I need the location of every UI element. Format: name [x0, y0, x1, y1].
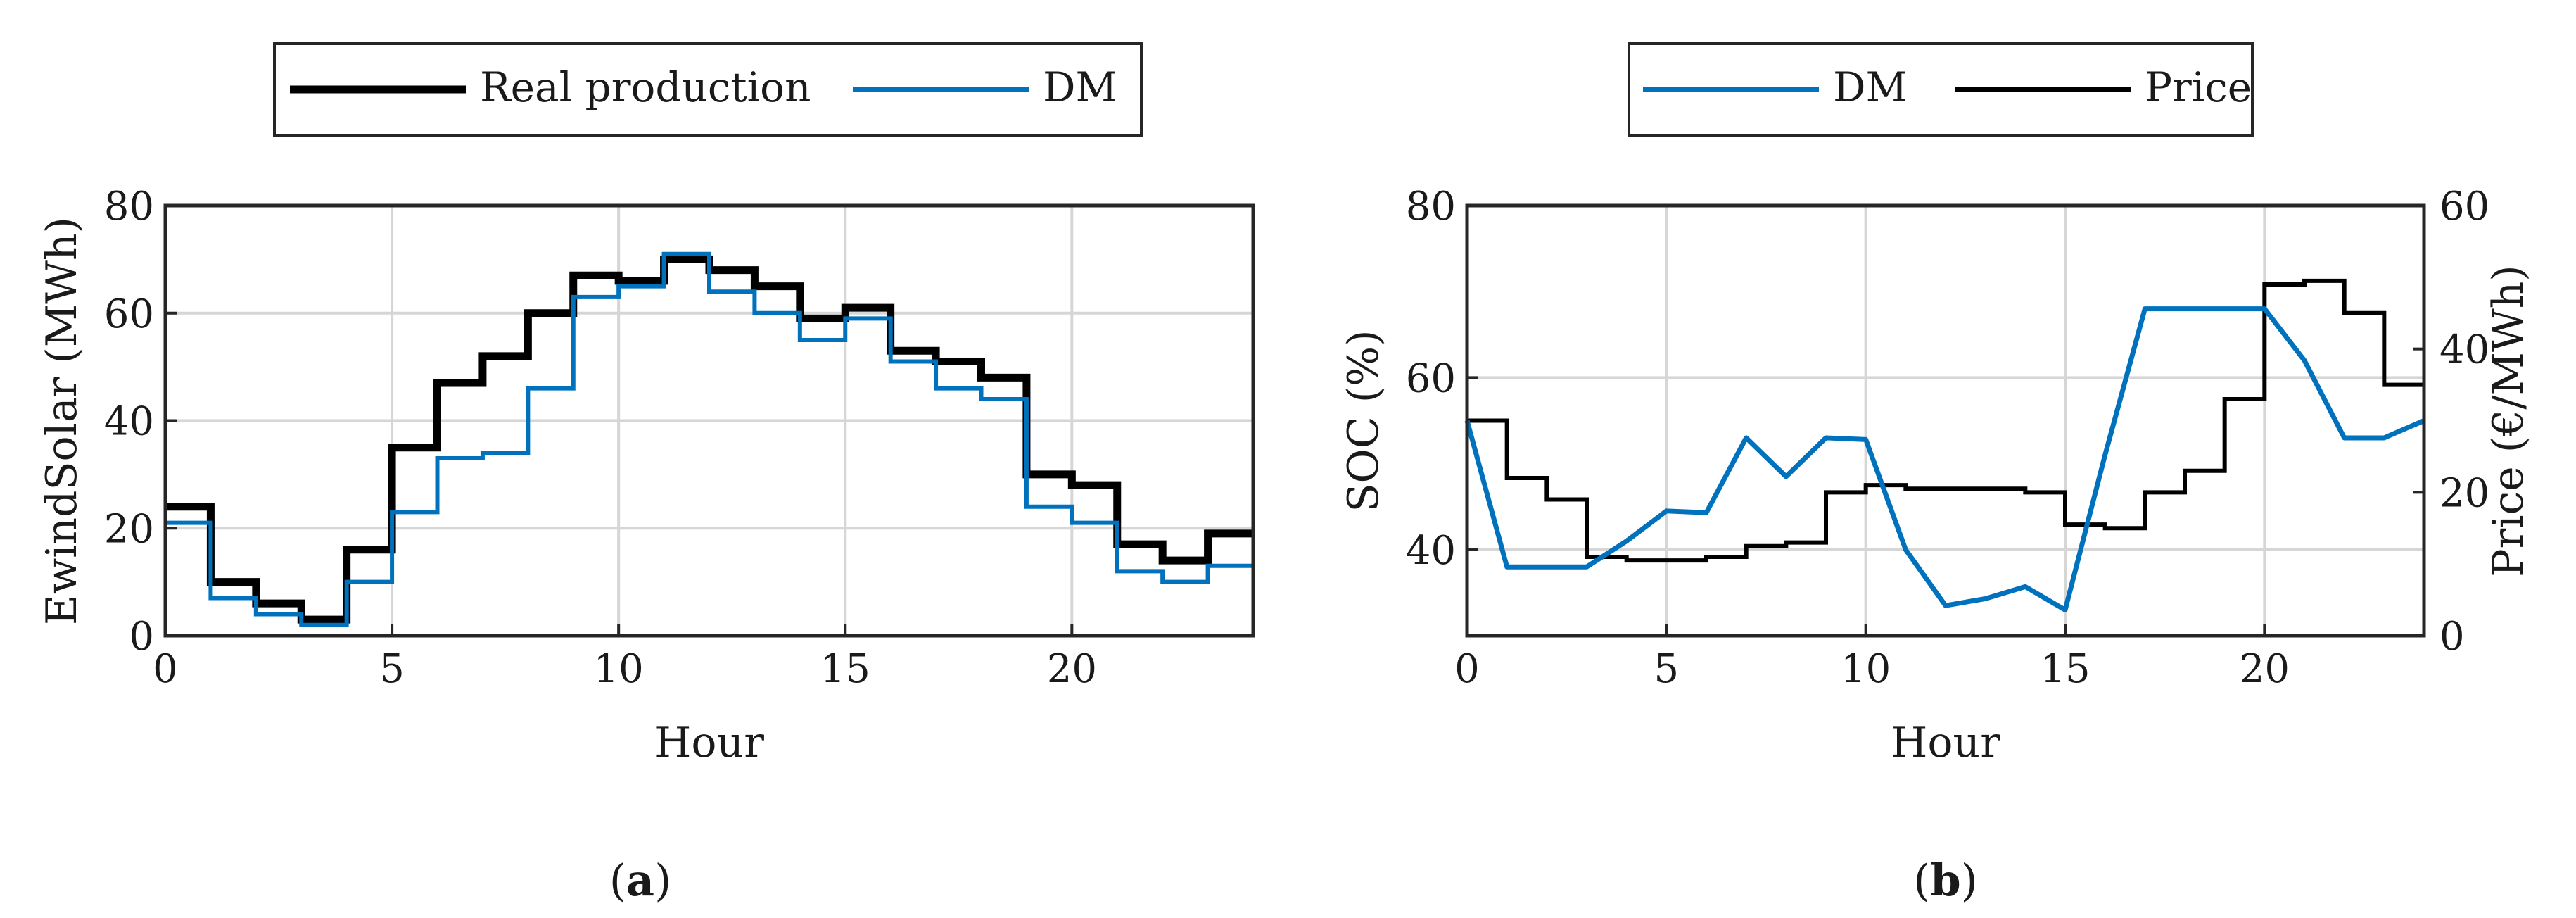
panel-a-x-tick-label: 20: [1047, 646, 1097, 692]
panel-a-x-tick-label: 10: [594, 646, 644, 692]
panel-a-y-tick-label: 0: [129, 614, 154, 660]
panel-b-y-right-tick-label: 40: [2439, 327, 2489, 373]
panel-b-series-dm-line: [1464, 306, 2425, 612]
panel-b-legend-label-price: Price: [2145, 63, 2252, 111]
panel-b-y-right-tick-label: 20: [2439, 470, 2489, 516]
panel-a-x-tick-label: 0: [153, 646, 178, 692]
panel-b-x-tick-label: 10: [1841, 646, 1891, 692]
panel-a-y-tick-label: 40: [104, 399, 154, 445]
panel-b-series-price-line: [1467, 278, 2424, 563]
panel-a-x-tick-label: 5: [379, 646, 405, 692]
panel-a-y-tick-label: 80: [104, 184, 154, 230]
panel-a-legend-label-real: Real production: [480, 63, 811, 111]
panel-b-y-axis-label-left: SOC (%): [1339, 329, 1388, 512]
panel-b-plot-frame: [1465, 203, 2426, 638]
panel-b-ticks: 0 5 10 15 20 40 60 80 0 20 40 60: [1406, 184, 2490, 692]
panel-b-caption: (b): [1913, 855, 1978, 906]
panel-a-x-tick-label: 15: [820, 646, 870, 692]
panel-b-series: [1464, 278, 2425, 612]
panel-b-x-tick-label: 20: [2240, 646, 2290, 692]
panel-a-legend: Real production DM: [273, 42, 1143, 137]
panel-a-caption: (a): [609, 855, 672, 906]
panel-b-y-left-tick-label: 80: [1406, 184, 1456, 230]
panel-a-x-axis-label: Hour: [654, 718, 764, 767]
panel-b-grid: [1467, 206, 2424, 636]
panel-a-legend-label-dm: DM: [1043, 63, 1117, 111]
panel-a-y-axis-label: EwindSolar (MWh): [37, 217, 87, 625]
panel-b-x-tick-label: 0: [1454, 646, 1480, 692]
panel-a-ticks: 0 5 10 15 20 0 20 40 60 80: [104, 184, 1097, 692]
panel-b-y-left-tick-label: 60: [1406, 356, 1456, 401]
panel-a-series-dm-line: [165, 251, 1253, 627]
panel-a-y-tick-label: 20: [104, 506, 154, 552]
panel-b-x-tick-label: 5: [1654, 646, 1680, 692]
panel-b-legend: DM Price: [1628, 42, 2254, 137]
panel-a-y-tick-label: 60: [104, 291, 154, 337]
panel-a-caption-letter: a: [626, 855, 654, 906]
panel-a-series: [165, 251, 1253, 627]
panel-b-x-axis-label: Hour: [1891, 718, 2000, 767]
panel-b-legend-label-dm: DM: [1833, 63, 1908, 111]
panel-b-y-right-tick-label: 60: [2439, 184, 2489, 230]
panel-a-grid: [165, 206, 1253, 636]
panel-b-caption-letter: b: [1930, 855, 1960, 906]
panel-b-x-tick-label: 15: [2040, 646, 2090, 692]
panel-b: DM Price 0 5 10 15 20 40 60 80 0 20 40 60 Hour SOC …: [1339, 42, 2533, 906]
panel-a: Real production DM 0 5 10 15 20 0 20 40 60 80 Hou…: [37, 42, 1255, 906]
panel-b-y-left-tick-label: 40: [1406, 528, 1456, 574]
panel-b-y-axis-label-right: Price (€/MWh): [2484, 265, 2533, 577]
panel-b-y-right-tick-label: 0: [2439, 614, 2465, 660]
